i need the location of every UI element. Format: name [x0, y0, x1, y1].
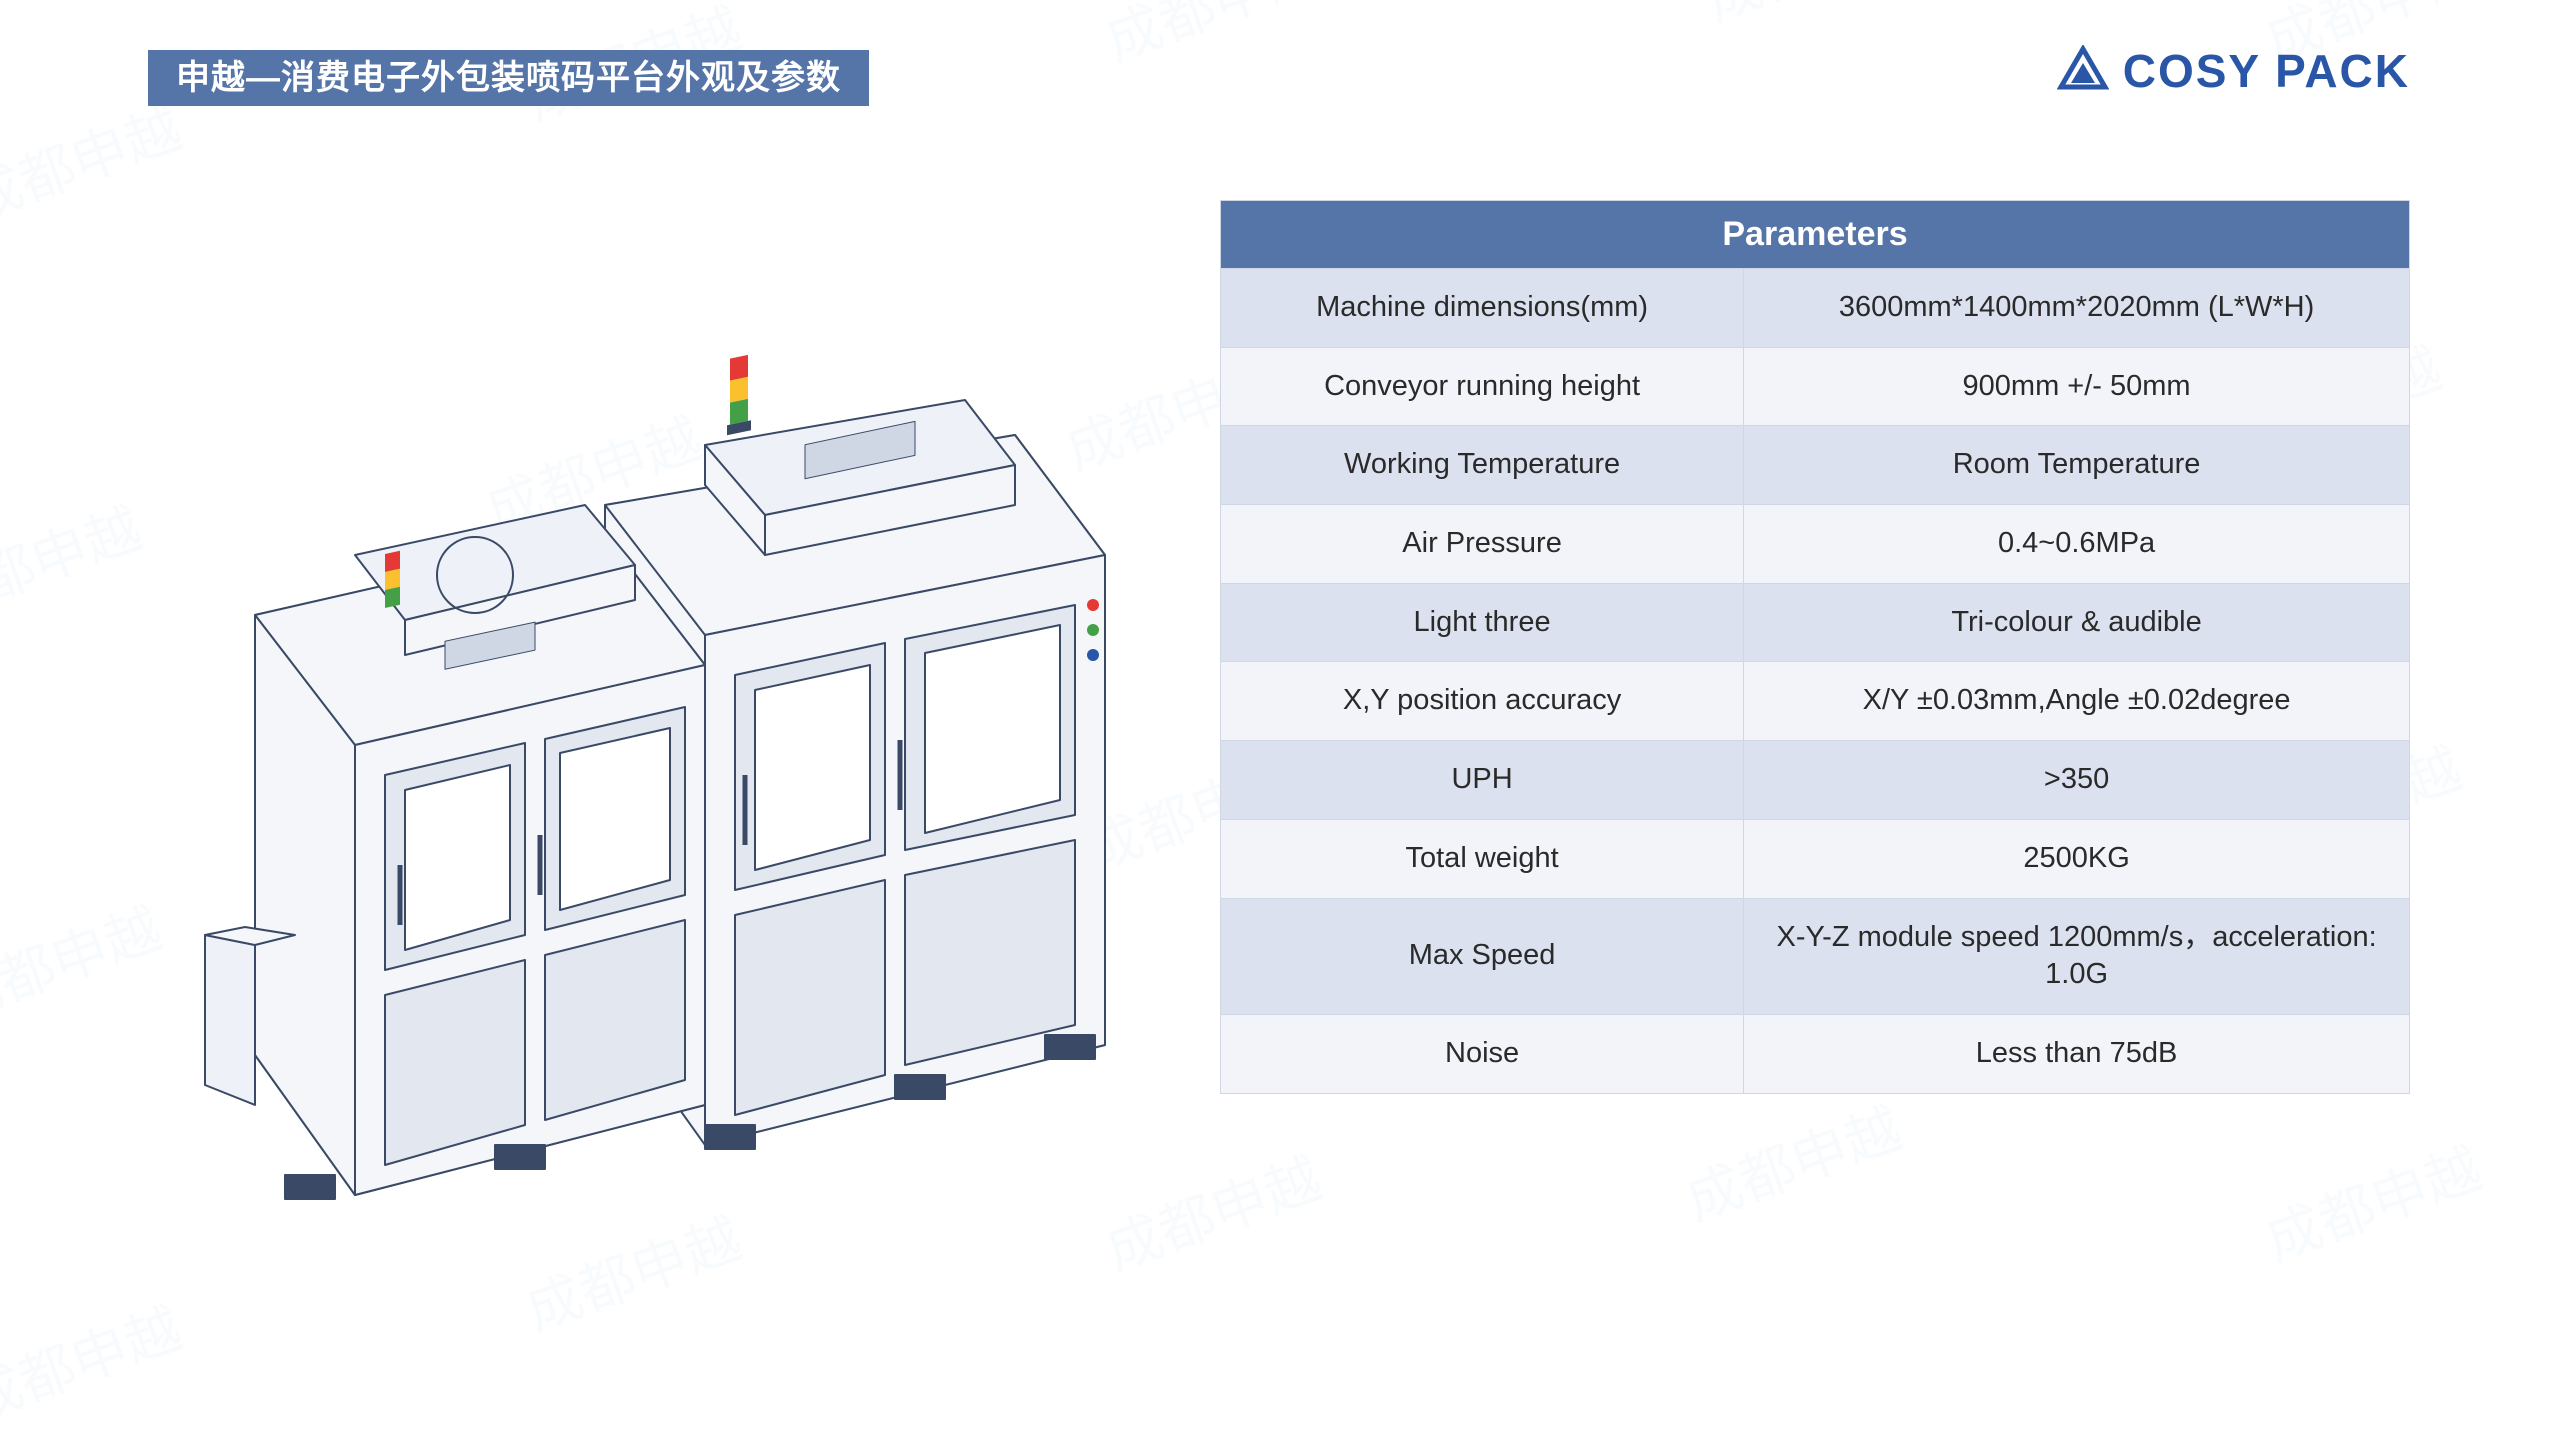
parameters-table: Parameters Machine dimensions(mm)3600mm*…: [1220, 200, 2410, 1094]
table-cell: Room Temperature: [1744, 426, 2410, 505]
table-row: UPH>350: [1221, 741, 2410, 820]
table-row: Max SpeedX-Y-Z module speed 1200mm/s，acc…: [1221, 898, 2410, 1014]
slide-title-banner: 申越—消费电子外包装喷码平台外观及参数: [148, 50, 869, 106]
table-cell: Max Speed: [1221, 898, 1744, 1014]
table-cell: 2500KG: [1744, 819, 2410, 898]
table-row: Air Pressure0.4~0.6MPa: [1221, 505, 2410, 584]
logo-icon: [2057, 45, 2109, 97]
table-cell: Working Temperature: [1221, 426, 1744, 505]
table-cell: Total weight: [1221, 819, 1744, 898]
table-cell: X,Y position accuracy: [1221, 662, 1744, 741]
table-cell: X-Y-Z module speed 1200mm/s，acceleration…: [1744, 898, 2410, 1014]
signal-tower-icon: [727, 355, 751, 435]
table-cell: X/Y ±0.03mm,Angle ±0.02degree: [1744, 662, 2410, 741]
table-cell: UPH: [1221, 741, 1744, 820]
parameters-header: Parameters: [1221, 201, 2410, 269]
table-cell: 0.4~0.6MPa: [1744, 505, 2410, 584]
watermark-text: 成都申越: [0, 484, 151, 637]
table-row: Light threeTri-colour & audible: [1221, 583, 2410, 662]
machine-isometric-drawing: [130, 200, 1160, 1250]
watermark-text: 成都申越: [1693, 0, 1931, 37]
table-cell: Tri-colour & audible: [1744, 583, 2410, 662]
table-row: Total weight2500KG: [1221, 819, 2410, 898]
content-area: Parameters Machine dimensions(mm)3600mm*…: [130, 200, 2410, 1320]
machine-svg: [145, 235, 1145, 1215]
table-row: NoiseLess than 75dB: [1221, 1014, 2410, 1093]
table-cell: Noise: [1221, 1014, 1744, 1093]
table-cell: Air Pressure: [1221, 505, 1744, 584]
table-cell: 3600mm*1400mm*2020mm (L*W*H): [1744, 269, 2410, 348]
table-cell: >350: [1744, 741, 2410, 820]
table-cell: Less than 75dB: [1744, 1014, 2410, 1093]
table-cell: Light three: [1221, 583, 1744, 662]
logo-text: COSY PACK: [2123, 44, 2410, 98]
brand-logo: COSY PACK: [2057, 44, 2410, 98]
table-row: Working TemperatureRoom Temperature: [1221, 426, 2410, 505]
table-cell: Machine dimensions(mm): [1221, 269, 1744, 348]
table-row: X,Y position accuracyX/Y ±0.03mm,Angle ±…: [1221, 662, 2410, 741]
table-row: Conveyor running height900mm +/- 50mm: [1221, 347, 2410, 426]
table-cell: 900mm +/- 50mm: [1744, 347, 2410, 426]
table-cell: Conveyor running height: [1221, 347, 1744, 426]
slide-root: 成都申越成都申越成都申越成都申越成都申越成都申越成都申越成都申越成都申越成都申越…: [0, 0, 2560, 1440]
watermark-text: 成都申越: [1093, 0, 1331, 77]
table-row: Machine dimensions(mm)3600mm*1400mm*2020…: [1221, 269, 2410, 348]
